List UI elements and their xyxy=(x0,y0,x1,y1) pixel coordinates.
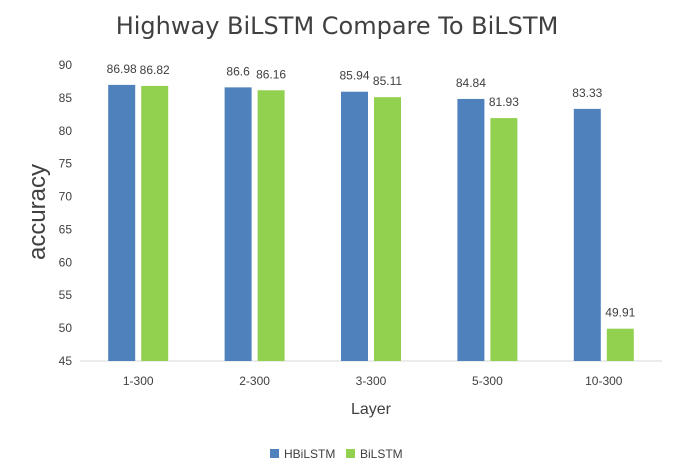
x-axis-title: Layer xyxy=(351,401,392,418)
chart-title: Highway BiLSTM Compare To BiLSTM xyxy=(116,12,559,40)
x-tick-label: 5-300 xyxy=(472,374,503,388)
bar-bilstm-5-300 xyxy=(490,118,518,361)
x-tick-label: 3-300 xyxy=(356,374,387,388)
y-tick-label: 60 xyxy=(59,255,73,269)
bar-bilstm-10-300 xyxy=(606,328,634,361)
x-tick-label: 1-300 xyxy=(123,374,154,388)
bar-hbilstm-10-300 xyxy=(573,108,601,361)
y-tick-label: 55 xyxy=(59,288,73,302)
y-tick-label: 80 xyxy=(59,124,73,138)
legend: HBiLSTM BiLSTM xyxy=(270,447,403,461)
y-axis-title: accuracy xyxy=(24,164,51,260)
bar-hbilstm-5-300 xyxy=(457,98,485,361)
data-label: 84.84 xyxy=(456,76,486,90)
y-tick-label: 90 xyxy=(59,58,73,72)
data-label: 85.94 xyxy=(339,69,369,83)
x-axis: 1-300 2-300 3-300 5-300 10-300 xyxy=(123,374,623,388)
y-tick-label: 50 xyxy=(59,321,73,335)
legend-label: BiLSTM xyxy=(360,447,403,461)
data-label: 86.82 xyxy=(140,63,170,77)
data-label: 86.16 xyxy=(256,67,286,81)
data-label: 81.93 xyxy=(489,95,519,109)
legend-swatch-hbilstm xyxy=(270,449,279,458)
y-tick-label: 45 xyxy=(59,354,73,368)
bar-bilstm-3-300 xyxy=(374,97,401,361)
data-label: 49.91 xyxy=(605,306,635,320)
y-tick-label: 70 xyxy=(59,190,73,204)
y-tick-label: 85 xyxy=(59,91,73,105)
legend-label: HBiLSTM xyxy=(284,447,335,461)
y-tick-label: 65 xyxy=(59,222,73,236)
bar-hbilstm-3-300 xyxy=(341,91,368,361)
x-tick-label: 2-300 xyxy=(239,374,270,388)
y-axis: 45 50 55 60 65 70 75 80 85 90 xyxy=(59,58,73,368)
bar-bilstm-2-300 xyxy=(257,90,285,361)
x-tick-label: 10-300 xyxy=(585,374,623,388)
data-label: 83.33 xyxy=(572,86,602,100)
data-label: 86.6 xyxy=(226,64,250,78)
y-tick-label: 75 xyxy=(59,157,73,171)
bar-hbilstm-2-300 xyxy=(224,87,252,361)
legend-swatch-bilstm xyxy=(346,449,355,458)
data-label: 85.11 xyxy=(373,74,402,88)
data-label: 86.98 xyxy=(107,62,137,76)
bar-hbilstm-1-300 xyxy=(108,84,136,361)
bar-bilstm-1-300 xyxy=(141,85,169,362)
